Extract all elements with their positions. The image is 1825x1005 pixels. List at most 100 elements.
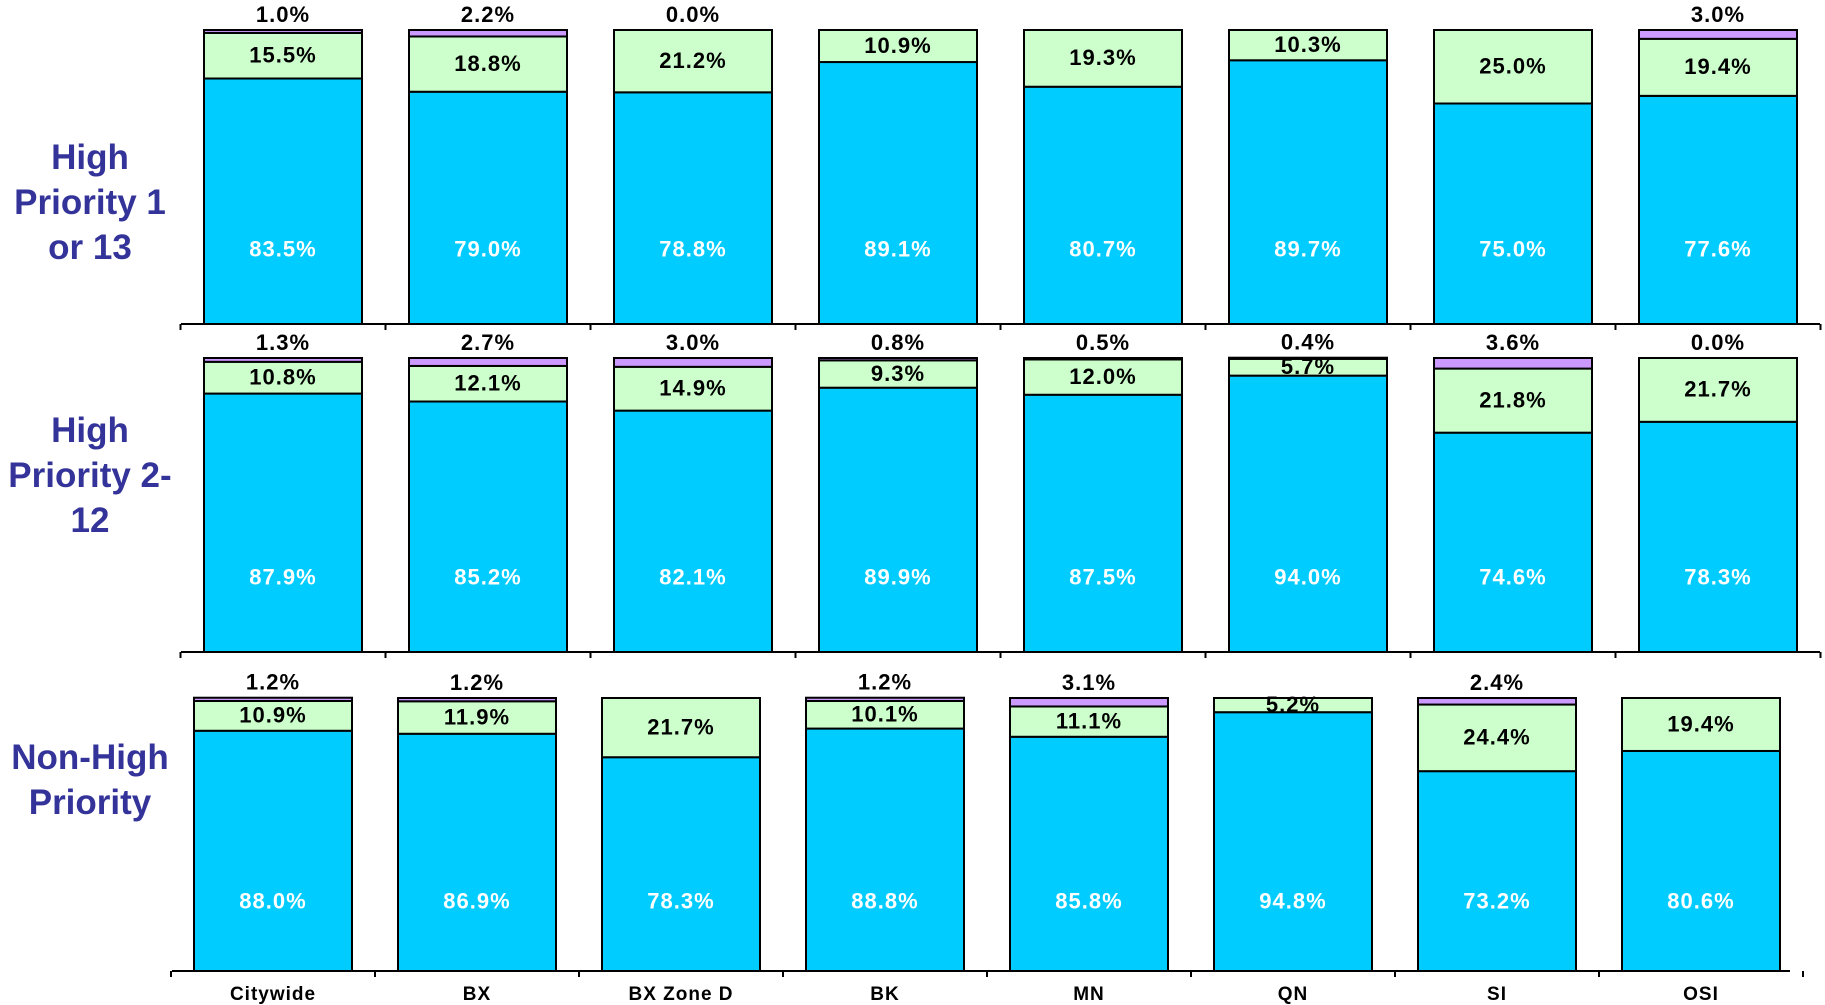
bar-segment	[203, 77, 363, 326]
x-tick-label: SI	[1487, 984, 1507, 1005]
data-label: 89.7%	[1274, 236, 1341, 261]
bar-segment	[1009, 735, 1169, 972]
bar-segment	[818, 357, 978, 362]
data-label: 2.4%	[1470, 670, 1524, 695]
data-label: 80.7%	[1069, 236, 1136, 261]
data-label: 0.4%	[1281, 330, 1335, 355]
bar-segment	[193, 696, 353, 703]
bar-segment	[408, 29, 568, 38]
bar-segment	[1023, 358, 1183, 396]
data-label: 2.2%	[461, 2, 515, 27]
data-label: 1.2%	[246, 670, 300, 695]
data-label: 11.1%	[1056, 708, 1122, 733]
bar-segment	[193, 729, 353, 973]
bar-segment	[203, 357, 363, 363]
data-label: 88.8%	[851, 889, 918, 914]
data-label: 19.4%	[1667, 711, 1734, 736]
data-label: 75.0%	[1479, 236, 1546, 261]
data-label: 10.9%	[864, 33, 931, 58]
bar-segment	[408, 364, 568, 403]
data-label: 2.7%	[461, 330, 515, 355]
bar-segment	[1621, 697, 1781, 752]
row-label: Non-High Priority	[11, 738, 169, 822]
row-label: High Priority 1 or 13	[14, 138, 166, 267]
data-label: 21.7%	[647, 714, 714, 739]
data-label: 21.2%	[659, 48, 726, 73]
data-label: 11.9%	[444, 704, 510, 729]
bar-segment	[203, 360, 363, 395]
data-label: 89.9%	[864, 564, 931, 589]
bar-segment	[1433, 367, 1593, 434]
data-label: 14.9%	[659, 376, 726, 401]
bar-segment	[1417, 703, 1577, 773]
bar-segment	[1638, 420, 1798, 653]
data-label: 80.6%	[1667, 889, 1734, 914]
data-label: 88.0%	[239, 889, 306, 914]
bar-segment	[613, 409, 773, 653]
data-label: 87.5%	[1069, 564, 1136, 589]
data-label: 5.2%	[1266, 692, 1320, 717]
data-label: 15.5%	[249, 43, 316, 68]
x-tick-label: OSI	[1683, 984, 1719, 1005]
data-label: 94.0%	[1274, 564, 1341, 589]
bar-segment	[397, 697, 557, 703]
data-label: 1.2%	[858, 670, 912, 695]
data-label: 19.3%	[1069, 45, 1136, 70]
x-tick-label: QN	[1278, 984, 1309, 1005]
bar-segment	[408, 400, 568, 653]
data-label: 85.8%	[1055, 889, 1122, 914]
bar-segment	[408, 35, 568, 93]
bar-segment	[397, 732, 557, 972]
bar-segment	[818, 386, 978, 653]
bar-segment	[408, 90, 568, 325]
data-label: 83.5%	[249, 236, 316, 261]
bar-segment	[203, 392, 363, 653]
bar-segment	[1433, 357, 1593, 370]
bar-segment	[1228, 29, 1388, 62]
bar-segment	[805, 696, 965, 703]
data-label: 10.8%	[249, 365, 316, 390]
bar-segment	[397, 700, 557, 735]
data-label: 19.4%	[1684, 54, 1751, 79]
bar-segment	[613, 29, 773, 94]
data-label: 1.3%	[256, 330, 310, 355]
data-label: 78.3%	[1684, 564, 1751, 589]
bar-segment	[818, 61, 978, 326]
data-label: 3.0%	[666, 330, 720, 355]
bar-segment	[1638, 357, 1798, 423]
data-label: 78.3%	[647, 889, 714, 914]
x-tick-label: MN	[1073, 984, 1105, 1005]
data-label: 82.1%	[659, 564, 726, 589]
x-tick-label: BK	[870, 984, 899, 1005]
data-label: 3.1%	[1062, 670, 1116, 695]
bar-segment	[613, 365, 773, 412]
x-tick-label: BX Zone D	[628, 984, 733, 1005]
bar-segment	[1228, 374, 1388, 653]
data-label: 79.0%	[454, 236, 521, 261]
data-label: 18.8%	[454, 51, 521, 76]
data-label: 12.0%	[1069, 364, 1136, 389]
bar-segment	[1023, 357, 1183, 361]
data-label: 3.0%	[1691, 2, 1745, 27]
bar-segment	[601, 756, 761, 973]
x-tick-label: BX	[463, 984, 491, 1005]
bar-segment	[1433, 102, 1593, 325]
data-label: 94.8%	[1259, 889, 1326, 914]
bar-segment	[1433, 29, 1593, 105]
bar-segment	[408, 357, 568, 367]
data-label: 0.0%	[1691, 330, 1745, 355]
data-label: 25.0%	[1479, 54, 1546, 79]
data-label: 10.1%	[851, 702, 918, 727]
bar-segment	[1621, 749, 1781, 972]
data-label: 21.7%	[1684, 377, 1751, 402]
data-label: 9.3%	[871, 361, 925, 386]
data-label: 1.2%	[450, 670, 504, 695]
x-tick-label: Citywide	[230, 984, 316, 1005]
data-label: 74.6%	[1479, 564, 1546, 589]
data-label: 21.8%	[1479, 387, 1546, 412]
data-label: 89.1%	[864, 236, 931, 261]
bar-segment	[805, 727, 965, 972]
data-label: 0.8%	[871, 330, 925, 355]
bar-segment	[1228, 59, 1388, 325]
